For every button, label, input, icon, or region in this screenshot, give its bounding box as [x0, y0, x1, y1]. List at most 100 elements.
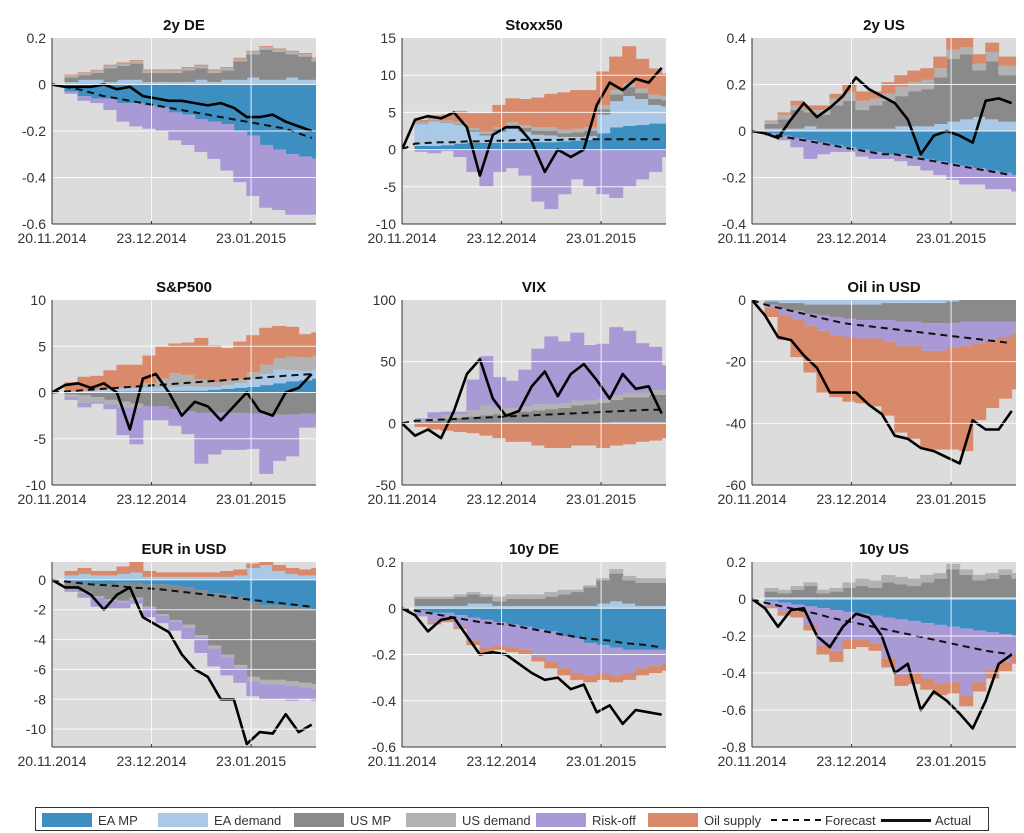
- bar-us-mp: [816, 593, 831, 598]
- bar-oil-supply: [531, 423, 546, 446]
- bar-us-demand: [972, 63, 987, 71]
- bar-oil-supply: [959, 346, 974, 452]
- bar-us-mp: [1011, 75, 1016, 122]
- bar-ea-demand: [181, 386, 196, 391]
- bar-us-demand: [505, 407, 520, 413]
- bar-us-demand: [985, 573, 1000, 579]
- bar-oil-supply: [544, 423, 559, 448]
- bar-us-mp: [453, 124, 468, 126]
- bar-us-mp: [972, 300, 987, 322]
- bar-us-demand: [479, 594, 494, 597]
- bar-ea-demand: [77, 390, 92, 393]
- bar-us-mp: [414, 422, 429, 424]
- x-tick-label: 23.01.2015: [916, 230, 986, 246]
- bar-us-mp: [103, 584, 118, 600]
- bar-ea-demand: [790, 128, 805, 131]
- bar-us-mp: [1011, 578, 1016, 598]
- bar-oil-supply: [505, 647, 520, 653]
- bar-risk-off: [998, 321, 1013, 337]
- bar-us-mp: [881, 582, 896, 598]
- bar-risk-off: [259, 684, 274, 700]
- bar-us-demand: [285, 681, 300, 686]
- bar-us-demand: [181, 374, 196, 387]
- bar-risk-off: [142, 406, 157, 421]
- plot-area: [402, 327, 666, 448]
- bar-us-mp: [544, 409, 559, 423]
- bar-us-demand: [427, 119, 442, 121]
- bar-us-mp: [479, 133, 494, 136]
- bar-ea-mp: [985, 599, 1000, 633]
- y-tick-label: -0.6: [722, 702, 746, 718]
- bar-risk-off: [77, 402, 92, 408]
- bar-ea-demand: [246, 567, 261, 580]
- bar-ea-mp: [596, 133, 611, 150]
- bar-oil-supply: [414, 423, 429, 428]
- legend-label-forecast: Forecast: [825, 812, 876, 828]
- bar-oil-supply: [894, 346, 909, 433]
- bar-ea-mp: [777, 599, 792, 603]
- bar-oil-supply: [453, 110, 468, 123]
- bar-us-mp: [505, 599, 520, 606]
- bar-ea-mp: [453, 143, 468, 150]
- bar-us-mp: [764, 124, 779, 129]
- bar-oil-supply: [116, 62, 131, 64]
- bar-oil-supply: [609, 423, 624, 446]
- bar-risk-off: [777, 602, 792, 612]
- x-tick-label: 23.01.2015: [566, 230, 636, 246]
- bar-us-mp: [142, 584, 157, 607]
- bar-oil-supply: [220, 348, 235, 381]
- bar-ea-demand: [907, 126, 922, 131]
- bar-risk-off: [285, 154, 300, 215]
- bar-risk-off: [959, 628, 974, 696]
- bar-risk-off: [246, 135, 261, 197]
- bar-oil-supply: [803, 105, 818, 111]
- bar-us-demand: [453, 594, 468, 597]
- bar-oil-supply: [609, 56, 624, 91]
- x-tick-label: 23.12.2014: [817, 753, 887, 769]
- bar-risk-off: [648, 649, 663, 667]
- bar-us-mp: [959, 54, 974, 120]
- bar-ea-mp: [829, 599, 844, 611]
- bar-us-demand: [570, 400, 585, 406]
- bar-oil-supply: [531, 656, 546, 662]
- y-tick-label: 0: [388, 142, 396, 158]
- bar-oil-supply: [557, 668, 572, 676]
- bar-us-demand: [440, 415, 455, 420]
- bar-ea-mp: [583, 608, 598, 643]
- bar-ea-demand: [272, 369, 287, 384]
- bar-us-mp: [259, 49, 274, 80]
- bar-ea-demand: [609, 422, 624, 423]
- bar-ea-mp: [311, 378, 316, 393]
- actual-line: [402, 357, 663, 440]
- legend-swatch-oil-supply: [648, 813, 698, 827]
- bar-ea-demand: [829, 300, 844, 305]
- bar-us-demand: [466, 592, 481, 595]
- bar-oil-supply: [596, 423, 611, 448]
- bar-risk-off: [155, 406, 170, 421]
- bar-oil-supply: [492, 645, 507, 650]
- bar-ea-mp: [855, 599, 870, 614]
- bar-us-mp: [855, 586, 870, 598]
- series-ea-demand: [64, 77, 316, 85]
- bar-risk-off: [64, 91, 79, 94]
- bar-risk-off: [427, 612, 442, 623]
- bar-us-demand: [907, 82, 922, 92]
- bar-ea-demand: [764, 128, 779, 131]
- bar-risk-off: [868, 151, 883, 159]
- bar-us-mp: [661, 394, 666, 423]
- bar-ea-demand: [453, 605, 468, 609]
- bar-ea-demand: [64, 82, 79, 85]
- legend-swatch-ea-demand: [158, 813, 208, 827]
- x-tick-label: 20.11.2014: [367, 491, 436, 507]
- bar-ea-demand: [116, 387, 131, 392]
- bar-ea-demand: [492, 605, 507, 609]
- bar-us-demand: [596, 399, 611, 403]
- bar-ea-mp: [985, 131, 1000, 171]
- bar-us-demand: [466, 410, 481, 417]
- bar-ea-demand: [596, 114, 611, 134]
- bar-us-mp: [855, 304, 870, 321]
- bar-ea-mp: [622, 125, 637, 150]
- bar-ea-mp: [220, 388, 235, 393]
- bar-risk-off: [661, 649, 666, 664]
- bar-oil-supply: [881, 658, 896, 668]
